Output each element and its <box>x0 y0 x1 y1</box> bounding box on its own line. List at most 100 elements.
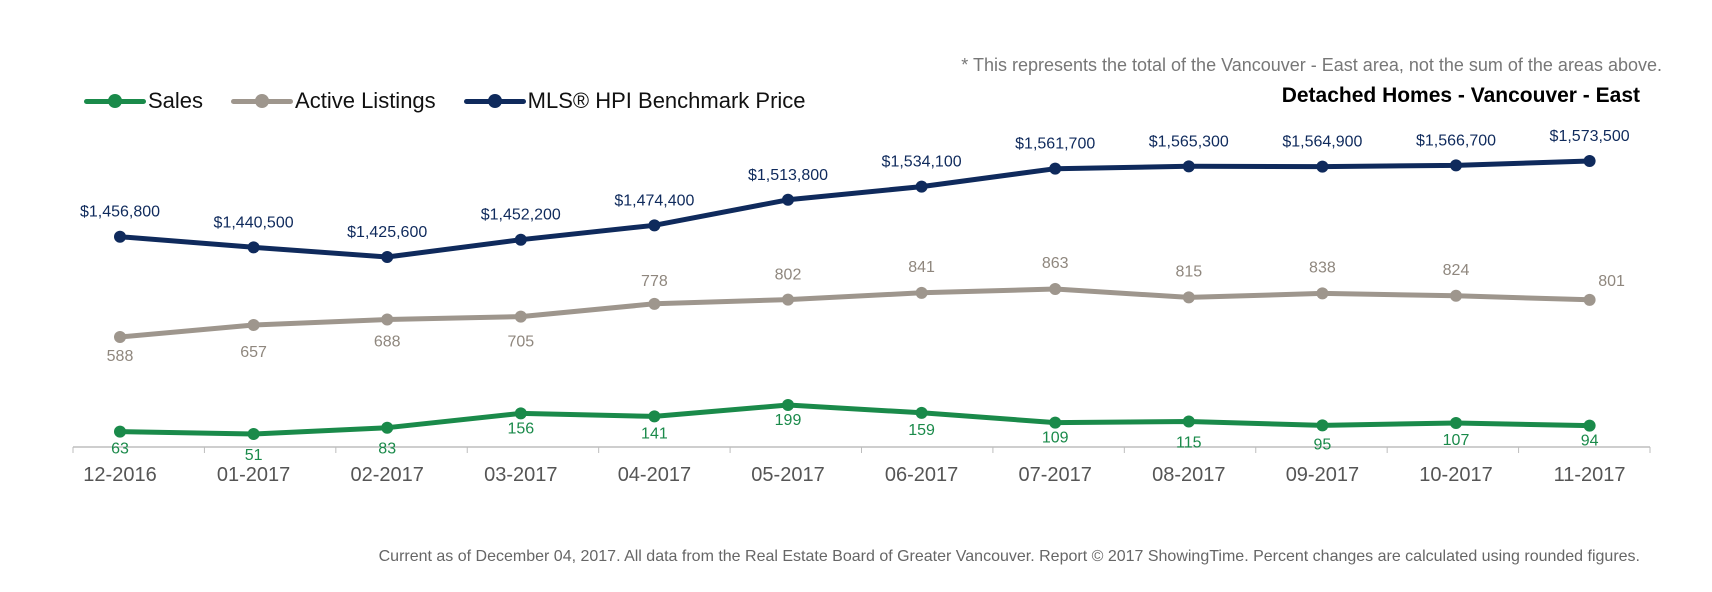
legend-label-sales: Sales <box>148 88 204 113</box>
data-label-active-listings: 778 <box>641 273 668 290</box>
data-point-benchmark-price <box>114 230 126 243</box>
data-point-sales <box>915 406 928 419</box>
data-point-sales <box>1182 415 1195 428</box>
data-point-benchmark-price <box>1049 162 1062 175</box>
data-label-active-listings: 824 <box>1443 262 1470 279</box>
chart-footnote: * This represents the total of the Vanco… <box>961 55 1662 75</box>
data-label-active-listings: 657 <box>240 344 267 361</box>
x-tick-label: 02-2017 <box>350 464 423 486</box>
series-line-benchmark-price <box>117 158 1593 260</box>
data-point-active-listings <box>514 310 527 323</box>
data-point-sales <box>782 399 794 411</box>
data-point-active-listings <box>782 293 794 306</box>
data-label-benchmark-price: $1,561,700 <box>1015 136 1095 153</box>
data-point-benchmark-price <box>1316 160 1329 173</box>
data-point-benchmark-price <box>247 241 260 254</box>
data-label-sales: 156 <box>507 420 534 437</box>
data-point-active-listings <box>381 313 394 326</box>
legend-label-benchmark-price: MLS® HPI Benchmark Price <box>527 88 806 113</box>
data-point-sales <box>514 407 527 420</box>
chart-subtitle: Detached Homes - Vancouver - East <box>1281 84 1640 107</box>
data-point-benchmark-price <box>1182 160 1195 173</box>
data-label-benchmark-price: $1,565,300 <box>1149 133 1229 150</box>
data-label-benchmark-price: $1,474,400 <box>614 192 694 209</box>
data-label-benchmark-price: $1,566,700 <box>1416 132 1496 149</box>
data-point-benchmark-price <box>915 180 928 193</box>
data-label-benchmark-price: $1,452,200 <box>481 207 561 224</box>
data-label-active-listings: 863 <box>1042 255 1069 272</box>
data-point-active-listings <box>1316 287 1329 300</box>
data-label-active-listings: 802 <box>775 267 802 284</box>
data-point-benchmark-price <box>514 233 527 246</box>
x-tick-label: 09-2017 <box>1286 464 1359 486</box>
x-tick-label: 01-2017 <box>217 464 290 486</box>
data-label-active-listings: 705 <box>507 334 534 351</box>
x-tick-label: 07-2017 <box>1018 464 1091 486</box>
chart-legend: Sales Active Listings MLS® HPI Benchmark… <box>84 88 834 114</box>
data-label-sales: 199 <box>775 412 802 429</box>
data-label-active-listings: 588 <box>107 348 134 365</box>
x-tick-label: 12-2016 <box>83 464 156 486</box>
data-point-sales <box>1583 419 1596 432</box>
data-label-active-listings: 815 <box>1175 263 1202 280</box>
data-point-benchmark-price <box>648 219 661 232</box>
data-point-active-listings <box>1583 293 1596 306</box>
data-label-benchmark-price: $1,573,500 <box>1550 128 1630 145</box>
x-tick-label: 08-2017 <box>1152 464 1225 486</box>
x-tick-label: 06-2017 <box>885 464 958 486</box>
data-point-active-listings <box>247 318 260 331</box>
data-point-active-listings <box>114 331 126 343</box>
data-label-sales: 109 <box>1042 430 1069 447</box>
legend-item-sales: Sales <box>84 88 203 114</box>
data-label-benchmark-price: $1,425,600 <box>347 224 427 241</box>
data-point-sales <box>1450 417 1462 430</box>
data-point-active-listings <box>915 286 928 299</box>
x-tick-label: 05-2017 <box>751 464 824 486</box>
x-tick-label: 04-2017 <box>618 464 691 486</box>
data-label-benchmark-price: $1,440,500 <box>214 214 294 231</box>
legend-swatch-sales <box>84 90 146 112</box>
data-point-sales <box>247 428 260 440</box>
series-line-active-listings <box>117 286 1593 340</box>
series-line-sales <box>117 402 1593 437</box>
data-point-benchmark-price <box>1450 159 1462 172</box>
data-label-sales: 141 <box>641 425 668 442</box>
data-label-benchmark-price: $1,513,800 <box>748 167 828 184</box>
data-point-sales <box>1049 416 1062 429</box>
data-label-active-listings: 841 <box>908 259 935 276</box>
data-point-active-listings <box>1182 291 1195 304</box>
data-label-benchmark-price: $1,456,800 <box>80 204 160 221</box>
data-label-sales: 51 <box>245 447 263 464</box>
data-point-benchmark-price <box>782 193 794 206</box>
legend-item-active-listings: Active Listings <box>231 88 436 114</box>
legend-item-benchmark-price: MLS® HPI Benchmark Price <box>463 88 806 114</box>
data-point-active-listings <box>1450 289 1462 302</box>
data-label-active-listings: 801 <box>1598 273 1625 290</box>
data-point-sales <box>1316 419 1329 432</box>
data-label-benchmark-price: $1,534,100 <box>882 154 962 171</box>
data-label-sales: 63 <box>111 441 129 458</box>
legend-swatch-benchmark-price <box>463 90 526 112</box>
data-label-sales: 83 <box>378 441 396 458</box>
data-label-sales: 159 <box>908 422 935 439</box>
x-tick-label: 03-2017 <box>484 464 557 486</box>
data-point-active-listings <box>1049 283 1062 295</box>
x-tick-label: 11-2017 <box>1554 464 1626 486</box>
data-point-sales <box>648 410 661 423</box>
data-label-active-listings: 688 <box>374 334 401 351</box>
data-point-sales <box>381 421 394 434</box>
data-label-sales: 94 <box>1581 433 1599 450</box>
data-label-benchmark-price: $1,564,900 <box>1282 134 1362 151</box>
legend-label-active-listings: Active Listings <box>295 88 436 113</box>
data-label-sales: 95 <box>1314 436 1332 453</box>
data-point-benchmark-price <box>1583 155 1596 167</box>
x-tick-label: 10-2017 <box>1419 464 1492 486</box>
data-point-sales <box>114 425 126 438</box>
data-label-sales: 107 <box>1443 432 1470 449</box>
data-point-active-listings <box>648 297 661 310</box>
data-label-sales: 115 <box>1176 434 1202 451</box>
chart-source-note: Current as of December 04, 2017. All dat… <box>378 548 1640 565</box>
legend-swatch-active-listings <box>231 90 294 112</box>
data-label-active-listings: 838 <box>1309 259 1336 276</box>
